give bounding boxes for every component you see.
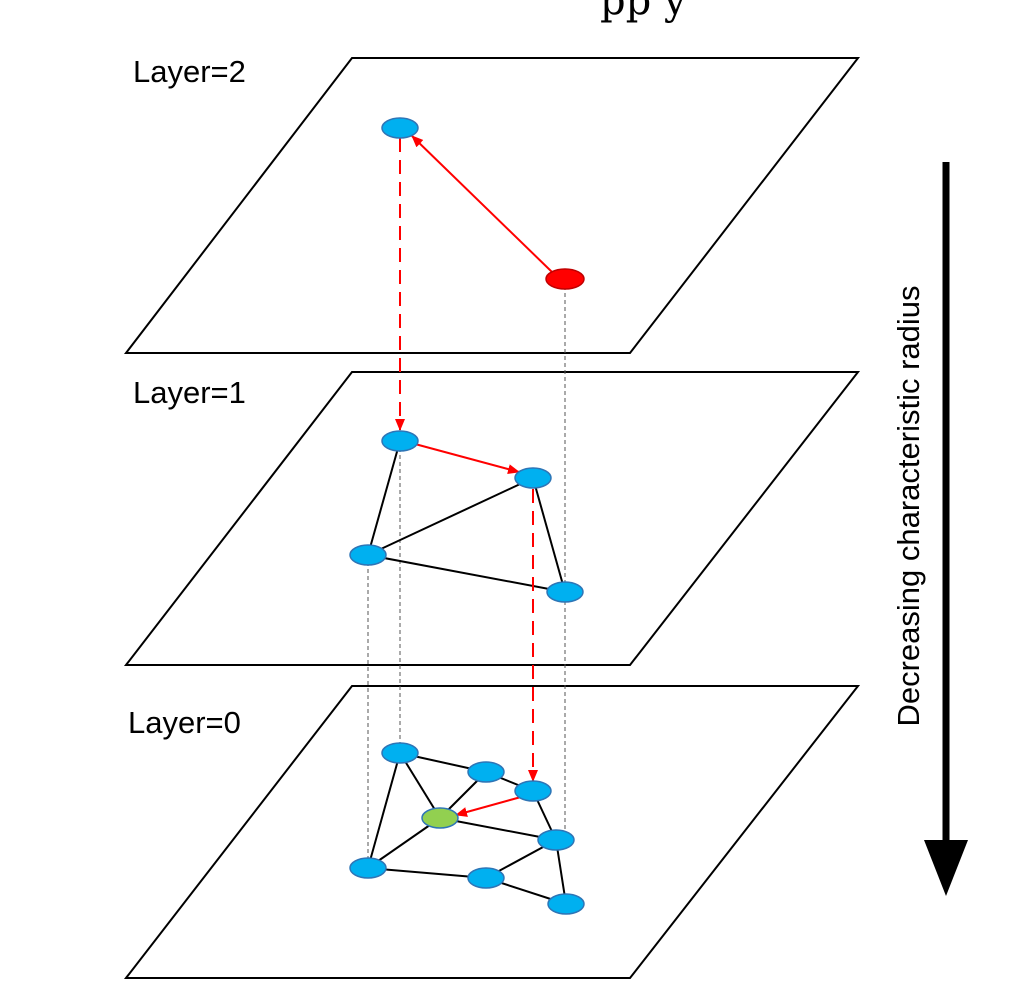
- graph-node: [467, 761, 505, 783]
- graph-node: [349, 857, 387, 879]
- entry-point-node: [545, 268, 585, 290]
- search-arrow-layer-2: [411, 135, 553, 273]
- graph-edge: [532, 477, 566, 593]
- graph-edge: [439, 817, 557, 841]
- graph-edge: [399, 752, 441, 819]
- layer-1-label: Layer=1: [133, 375, 246, 410]
- graph-node: [546, 581, 584, 603]
- layer-0-plane: [123, 685, 861, 979]
- graph-node: [381, 430, 419, 452]
- top-cropped-text: pp y: [600, 0, 687, 24]
- graph-node: [381, 742, 419, 764]
- graph-node: [467, 867, 505, 889]
- search-arrow-layer-1: [414, 443, 520, 474]
- graph-node: [547, 893, 585, 915]
- decreasing-radius-arrow-head: [924, 840, 968, 896]
- layer-1-plane: [123, 371, 861, 666]
- graph-node: [514, 467, 552, 489]
- axis-label: Decreasing characteristic radius: [891, 285, 926, 726]
- layer-2-plane: [123, 57, 861, 354]
- layer-2-label: Layer=2: [133, 54, 246, 89]
- graph-edge: [367, 752, 401, 869]
- search-arrow-layer-0: [455, 796, 522, 817]
- target-node: [421, 807, 459, 829]
- graph-edge: [367, 867, 487, 879]
- graph-node: [514, 780, 552, 802]
- graph-edge: [367, 477, 534, 556]
- graph-node: [537, 829, 575, 851]
- graph-edge: [367, 817, 441, 869]
- graph-edge: [367, 440, 401, 556]
- layer-0-label: Layer=0: [128, 705, 241, 740]
- graph-node: [349, 544, 387, 566]
- graph-node: [381, 117, 419, 139]
